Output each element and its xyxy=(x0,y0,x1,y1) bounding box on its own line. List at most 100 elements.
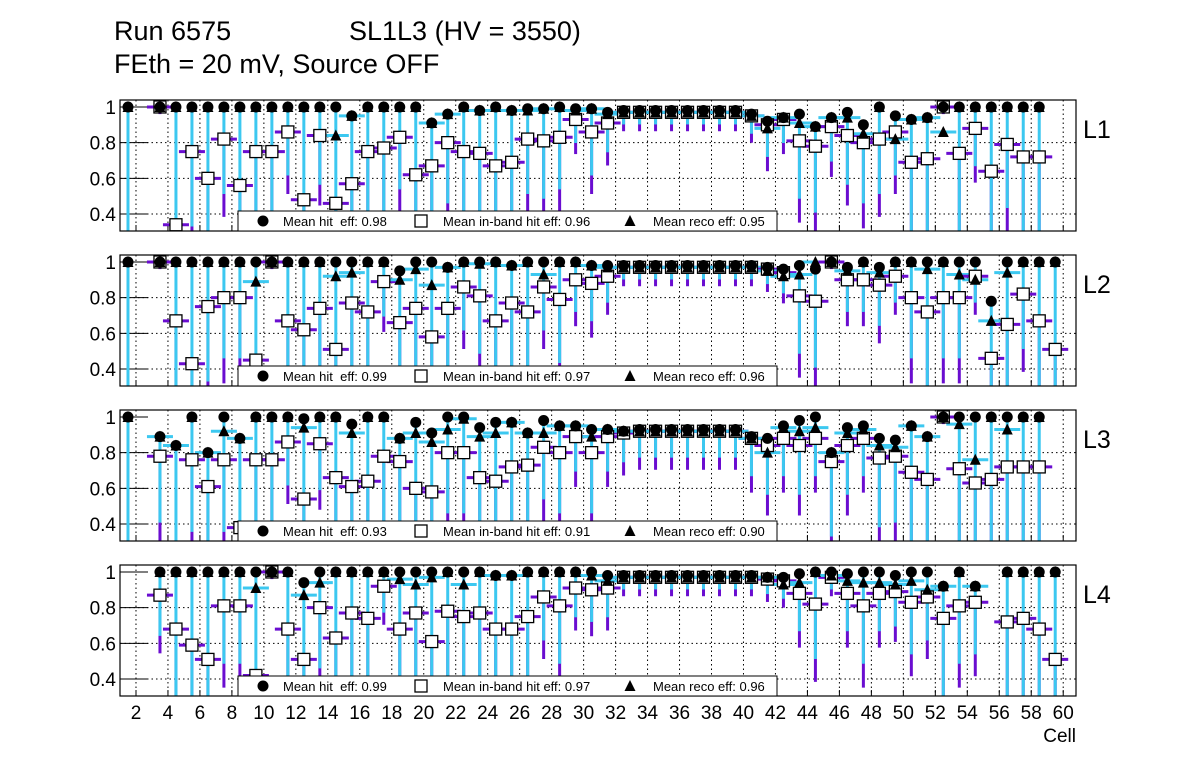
x-tick-label: 4 xyxy=(163,703,174,724)
hit-eff-marker xyxy=(1001,101,1013,113)
hit-eff-marker xyxy=(1017,256,1029,268)
reco-eff-marker xyxy=(250,582,262,594)
hit-eff-marker xyxy=(777,263,789,275)
inband-eff-marker xyxy=(345,606,359,620)
y-tick-label: 0.8 xyxy=(90,289,116,310)
hit-eff-marker xyxy=(761,571,773,583)
reco-eff-marker xyxy=(777,578,789,590)
inband-eff-marker xyxy=(505,155,519,169)
inband-eff-marker xyxy=(568,581,583,595)
hit-eff-marker xyxy=(905,113,917,125)
inband-eff-marker xyxy=(249,144,263,159)
inband-eff-marker xyxy=(552,292,567,307)
legend-reco-label: Mean reco eff: 0.95 xyxy=(653,214,765,229)
hit-eff-marker xyxy=(969,411,981,423)
inband-eff-marker xyxy=(489,314,503,328)
inband-eff-marker xyxy=(185,144,199,159)
hit-eff-marker xyxy=(698,423,710,435)
inband-eff-marker xyxy=(425,159,439,173)
hit-eff-marker xyxy=(777,571,789,583)
hit-eff-marker xyxy=(698,105,710,117)
hit-eff-marker xyxy=(154,431,166,443)
inband-eff-marker xyxy=(1000,615,1014,629)
inband-eff-marker xyxy=(536,134,551,148)
inband-eff-marker xyxy=(361,611,375,626)
hit-eff-marker xyxy=(346,110,358,122)
x-tick-label: 36 xyxy=(669,703,690,724)
inband-eff-marker xyxy=(281,622,295,636)
x-tick-label: 60 xyxy=(1053,703,1074,724)
hit-eff-marker xyxy=(857,119,869,131)
inband-eff-marker xyxy=(840,586,855,601)
legend-reco-marker xyxy=(624,215,636,226)
hit-eff-marker xyxy=(1001,411,1013,423)
hit-eff-marker xyxy=(873,432,885,444)
inband-eff-marker xyxy=(377,449,391,463)
inband-eff-marker xyxy=(872,278,887,292)
legend-box xyxy=(237,675,778,697)
hit-eff-marker xyxy=(522,103,534,115)
hit-eff-marker xyxy=(761,432,773,444)
hit-eff-marker xyxy=(506,105,518,117)
hit-eff-marker xyxy=(330,101,342,113)
hit-eff-marker xyxy=(234,566,246,578)
x-tick-label: 34 xyxy=(637,703,659,724)
hit-eff-marker xyxy=(793,260,805,272)
inband-eff-marker xyxy=(473,606,487,620)
hit-eff-marker xyxy=(506,416,518,428)
reco-eff-marker xyxy=(953,418,965,430)
inband-eff-marker xyxy=(904,155,918,169)
hit-eff-marker xyxy=(314,101,326,113)
hit-eff-marker xyxy=(857,420,869,432)
reco-eff-marker xyxy=(410,427,422,439)
legend-reco-marker xyxy=(624,370,636,381)
hit-eff-marker xyxy=(282,566,294,578)
hit-eff-marker xyxy=(634,260,646,272)
legend-hit-label: Mean hit eff: 0.99 xyxy=(283,369,387,384)
hit-eff-marker xyxy=(809,121,821,133)
x-tick-label: 54 xyxy=(957,703,979,724)
hit-eff-marker xyxy=(666,423,678,435)
hit-eff-marker xyxy=(857,566,869,578)
x-tick-label: 56 xyxy=(989,703,1010,724)
inband-eff-marker xyxy=(1032,150,1046,164)
reco-eff-marker xyxy=(889,578,901,590)
inband-eff-marker xyxy=(217,599,231,613)
hit-eff-marker xyxy=(442,411,454,423)
inband-eff-marker xyxy=(521,305,535,319)
hit-eff-marker xyxy=(857,256,869,268)
inband-eff-marker xyxy=(473,146,487,161)
hit-eff-marker xyxy=(426,256,438,268)
hit-eff-marker xyxy=(298,577,310,589)
hit-eff-marker xyxy=(953,256,965,268)
hit-eff-marker xyxy=(921,112,933,124)
legend-reco-label: Mean reco eff: 0.90 xyxy=(653,524,765,539)
inband-eff-marker xyxy=(521,458,535,472)
hit-eff-marker xyxy=(777,112,789,124)
hit-eff-marker xyxy=(602,260,614,272)
inband-eff-marker xyxy=(536,590,551,604)
legend-inband-label: Mean in-band hit eff: 0.91 xyxy=(443,524,590,539)
hit-eff-marker xyxy=(873,566,885,578)
inband-eff-marker xyxy=(201,479,215,494)
reco-eff-marker xyxy=(458,578,470,590)
inband-eff-marker xyxy=(457,280,471,294)
hit-eff-marker xyxy=(218,566,230,578)
hit-eff-marker xyxy=(570,420,582,432)
hit-eff-marker xyxy=(666,260,678,272)
inband-eff-marker xyxy=(409,301,423,316)
inband-eff-marker xyxy=(808,139,823,153)
hit-eff-marker xyxy=(122,101,134,113)
y-tick-label: 0.8 xyxy=(90,134,116,155)
hit-eff-marker xyxy=(586,423,598,435)
inband-eff-marker xyxy=(1048,652,1062,667)
reco-eff-marker xyxy=(809,255,821,267)
y-tick-label: 1 xyxy=(105,408,116,429)
reco-eff-marker xyxy=(298,589,310,601)
inband-eff-marker xyxy=(297,492,311,506)
hit-eff-marker xyxy=(905,256,917,268)
reco-eff-marker xyxy=(793,117,805,129)
hit-eff-marker xyxy=(761,115,773,127)
x-tick-label: 26 xyxy=(509,703,530,724)
